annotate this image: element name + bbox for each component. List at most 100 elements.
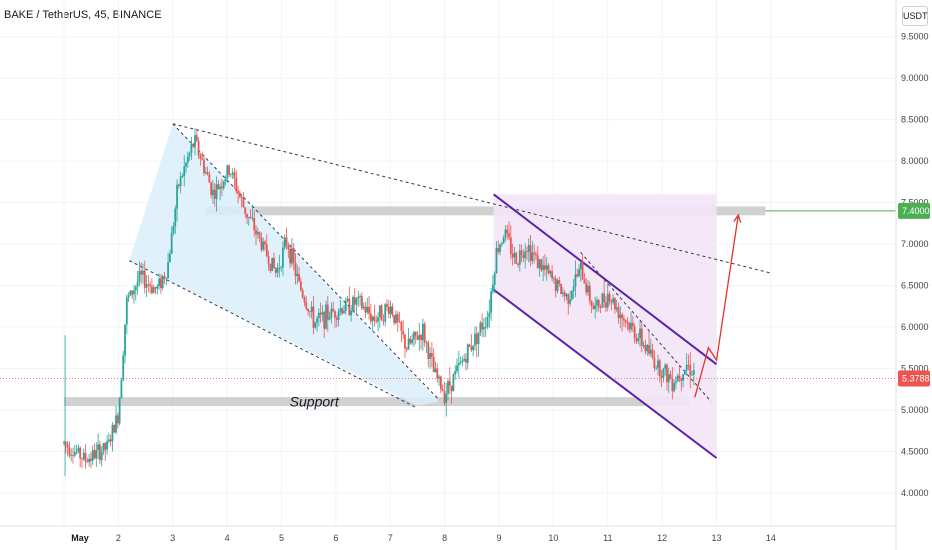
candle-body xyxy=(642,345,645,346)
candle-body xyxy=(423,323,426,343)
candle-body xyxy=(411,339,414,344)
candle-body xyxy=(113,424,116,433)
candle-body xyxy=(380,305,383,321)
support-label: Support xyxy=(290,394,340,410)
candle-body xyxy=(357,296,360,299)
candle-body xyxy=(574,274,577,287)
candle-body xyxy=(689,364,692,376)
y-tick-label: 6.0000 xyxy=(901,322,929,332)
candle-body xyxy=(513,252,516,258)
candle-body xyxy=(335,317,338,320)
last-price-tag-text: 5.3788 xyxy=(902,373,930,383)
candle-body xyxy=(649,349,652,354)
candle-body xyxy=(323,312,326,329)
candle-body xyxy=(382,320,385,322)
candle-body xyxy=(206,171,209,175)
candle-body xyxy=(352,297,354,311)
candle-body xyxy=(508,233,510,238)
candle-body xyxy=(188,152,191,157)
candle-body xyxy=(98,444,101,461)
candle-body xyxy=(565,294,568,297)
currency-button[interactable]: USDT xyxy=(902,6,928,26)
candle-body xyxy=(307,308,309,312)
candle-body xyxy=(490,291,492,313)
candle-body xyxy=(651,349,654,358)
candle-body xyxy=(255,230,257,235)
candle-body xyxy=(301,290,304,298)
candle-body xyxy=(551,271,554,279)
candle-body xyxy=(131,290,134,295)
x-tick-label: 11 xyxy=(603,533,612,543)
candle-body xyxy=(203,159,205,173)
candle-body xyxy=(359,296,361,297)
candle-body xyxy=(509,237,512,254)
candle-body xyxy=(231,172,234,175)
candle-body xyxy=(569,299,571,304)
candle-body xyxy=(658,360,661,376)
candle-body xyxy=(504,229,507,238)
y-tick-label: 4.0000 xyxy=(901,488,929,498)
candle-body xyxy=(422,323,424,341)
candle-body xyxy=(597,299,600,308)
candle-body xyxy=(545,265,548,270)
candle-body xyxy=(526,251,528,253)
candle-body xyxy=(350,310,353,316)
candle-body xyxy=(344,300,347,311)
candle-body xyxy=(570,291,573,300)
candle-body xyxy=(219,186,222,190)
candle-body xyxy=(452,374,455,392)
candle-body xyxy=(657,360,659,368)
candle-body xyxy=(168,253,171,263)
candle-body xyxy=(86,461,89,463)
candle-body xyxy=(511,253,514,258)
candle-body xyxy=(434,368,437,373)
candle-body xyxy=(145,284,148,288)
candle-body xyxy=(479,322,482,333)
candle-body xyxy=(432,356,435,373)
candle-body xyxy=(217,184,220,190)
last-price-tag: 5.3788 xyxy=(898,370,930,387)
candle-body xyxy=(404,334,406,349)
candle-body xyxy=(576,274,579,277)
candle-body xyxy=(142,270,144,275)
candle-body xyxy=(102,443,105,452)
candle-body xyxy=(73,451,76,456)
candle-body xyxy=(409,338,412,344)
candle-body xyxy=(174,208,177,226)
candle-body xyxy=(294,262,297,277)
candle-body xyxy=(364,306,367,313)
candle-body xyxy=(567,294,570,304)
price-tags: 7.4000 5.3788 xyxy=(898,202,930,387)
candle-body xyxy=(395,314,397,323)
candle-body xyxy=(138,270,141,282)
projection-arrow xyxy=(694,214,739,398)
candle-body xyxy=(165,277,168,279)
chart-title: BAKE / TetherUS, 45, BINANCE xyxy=(4,9,162,21)
candle-body xyxy=(282,247,284,268)
candle-body xyxy=(475,333,478,345)
candle-body xyxy=(592,305,595,310)
candle-body xyxy=(603,293,606,303)
candle-body xyxy=(237,191,239,194)
candle-body xyxy=(520,250,523,256)
candle-body xyxy=(438,376,440,379)
candle-body xyxy=(100,451,103,461)
candle-body xyxy=(183,166,186,177)
candle-body xyxy=(427,342,430,359)
x-tick-label: 2 xyxy=(116,533,121,543)
candle-body xyxy=(425,342,428,344)
candle-body xyxy=(405,348,408,350)
candle-body xyxy=(140,270,143,275)
candle-body xyxy=(283,237,286,248)
candle-body xyxy=(680,378,683,381)
candle-body xyxy=(398,321,401,323)
candle-body xyxy=(136,281,139,287)
candle-body xyxy=(640,328,643,346)
candle-body xyxy=(63,442,65,444)
candle-body xyxy=(97,444,99,450)
target-price-tag-text: 7.4000 xyxy=(902,206,930,216)
candle-body xyxy=(156,285,159,289)
candle-body xyxy=(436,368,439,379)
candle-body xyxy=(163,276,166,279)
